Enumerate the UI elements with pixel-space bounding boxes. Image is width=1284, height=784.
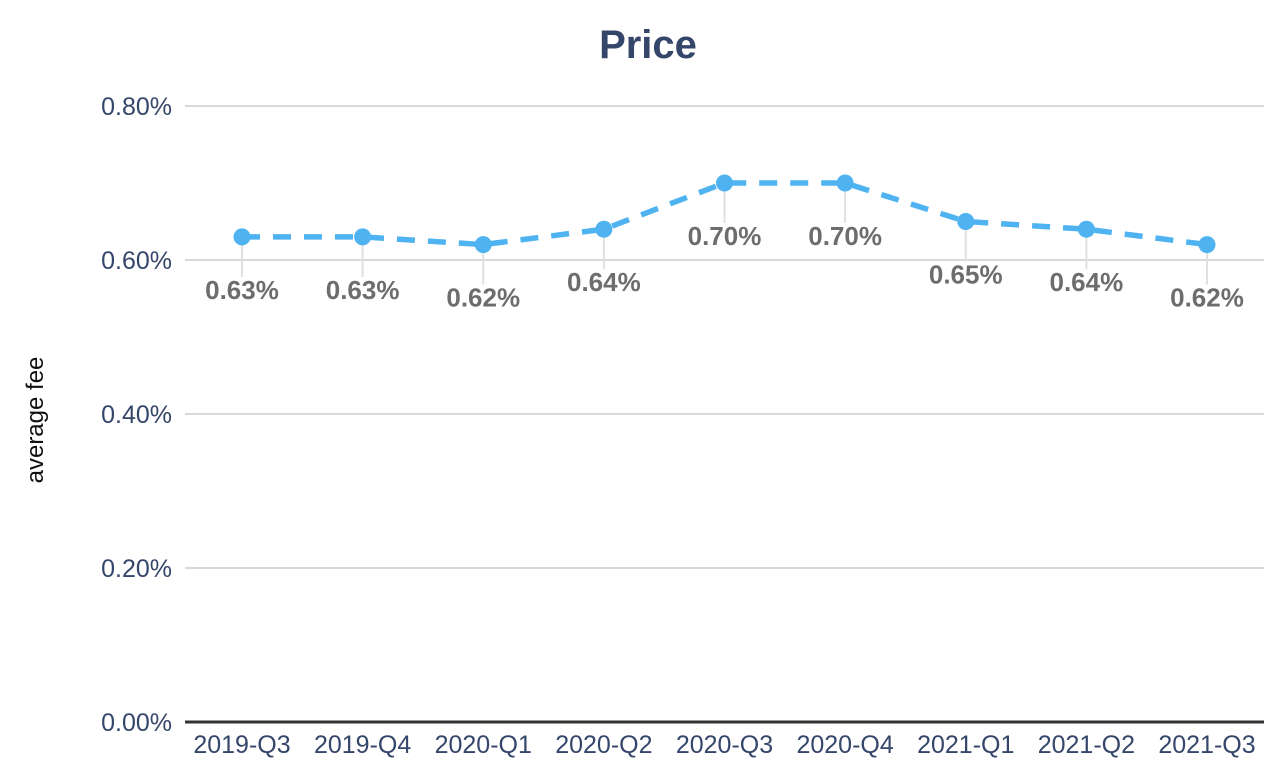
x-tick-label: 2020-Q1 — [435, 731, 532, 759]
x-tick-label: 2020-Q2 — [555, 731, 652, 759]
y-tick-label: 0.40% — [101, 401, 172, 429]
data-point-marker — [474, 236, 492, 254]
data-point-marker — [957, 213, 975, 230]
y-tick-label: 0.80% — [101, 93, 172, 121]
x-tick-label: 2019-Q3 — [193, 731, 290, 759]
x-tick-label: 2019-Q4 — [314, 731, 411, 759]
data-point-label: 0.65% — [929, 260, 1003, 290]
data-point-label: 0.62% — [446, 283, 520, 313]
data-point-marker — [1077, 220, 1095, 238]
x-tick-label: 2020-Q3 — [676, 731, 773, 759]
x-tick-label: 2020-Q4 — [796, 731, 893, 759]
data-point-marker — [836, 174, 854, 192]
y-tick-label: 0.00% — [101, 709, 172, 737]
data-point-label: 0.64% — [567, 267, 641, 297]
y-tick-label: 0.20% — [101, 555, 172, 583]
data-point-marker — [233, 228, 251, 246]
y-tick-label: 0.60% — [101, 247, 172, 275]
data-point-label: 0.63% — [326, 275, 400, 305]
data-point-marker — [354, 228, 372, 246]
data-point-label: 0.64% — [1050, 267, 1124, 297]
x-tick-label: 2021-Q1 — [917, 731, 1014, 759]
data-point-marker — [595, 220, 613, 238]
data-point-label: 0.70% — [688, 221, 762, 251]
x-tick-label: 2021-Q2 — [1038, 731, 1135, 759]
chart-title: Price — [599, 23, 697, 67]
data-point-label: 0.63% — [205, 275, 279, 305]
x-tick-label: 2021-Q3 — [1158, 731, 1255, 759]
data-point-label: 0.62% — [1170, 283, 1244, 313]
data-point-marker — [716, 174, 733, 192]
data-point-marker — [1198, 236, 1216, 254]
y-axis-title: average fee — [22, 357, 49, 484]
price-line — [242, 180, 1208, 248]
data-point-label: 0.70% — [808, 221, 882, 251]
